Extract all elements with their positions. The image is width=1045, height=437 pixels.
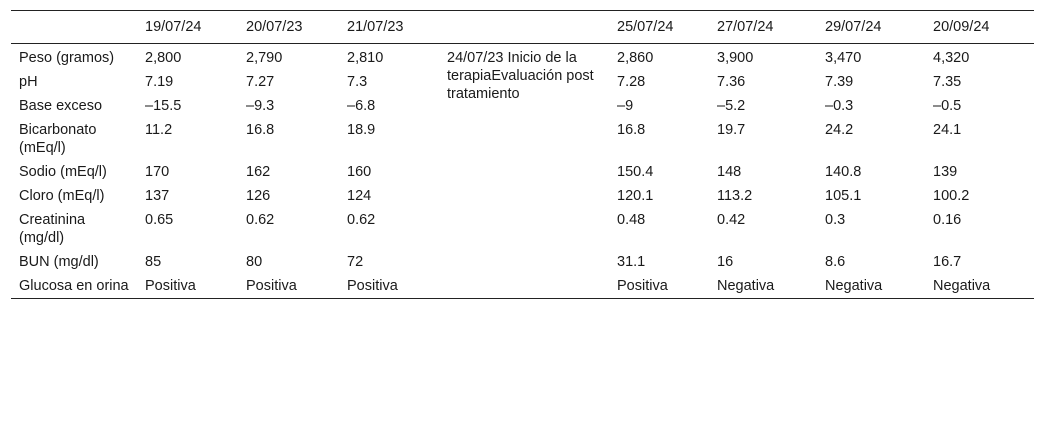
table-cell: –6.8 [347, 98, 376, 114]
table-cell: 160 [347, 164, 372, 180]
table-cell: 7.28 [617, 74, 646, 90]
table-cell: 72 [347, 254, 364, 270]
table-cell: 113.2 [717, 188, 753, 204]
row-label: BUN (mg/dl) [19, 254, 99, 270]
table-cell: 100.2 [933, 188, 970, 204]
table-row: BUN (mg/dl) 85 80 72 31.1 16 8.6 16.7 [11, 250, 1034, 274]
header-cell-date: 21/07/23 [347, 19, 404, 35]
table-cell: 16.8 [617, 122, 646, 138]
table-cell: Positiva [246, 278, 297, 294]
header-cell-date: 20/09/24 [933, 19, 990, 35]
table-cell: 0.65 [145, 212, 174, 228]
table-cell: 18.9 [347, 122, 376, 138]
header-cell-date: 29/07/24 [825, 19, 882, 35]
row-label: Peso (gramos) [19, 50, 115, 66]
table-cell: 0.3 [825, 212, 846, 228]
table-cell: 162 [246, 164, 271, 180]
table-cell: 150.4 [617, 164, 654, 180]
row-label: Bicarbonato (mEq/l) [19, 122, 97, 156]
table-row: Cloro (mEq/l) 137 126 124 120.1 113.2 105.1 100… [11, 184, 1034, 208]
table-cell: 3,470 [825, 50, 862, 66]
row-label: Cloro (mEq/l) [19, 188, 105, 204]
table-cell: 7.35 [933, 74, 962, 90]
table-cell: 0.42 [717, 212, 746, 228]
table-cell: 2,800 [145, 50, 182, 66]
table-body: Peso (gramos) 2,800 2,790 2,810 24/07/23 Ini… [11, 44, 1034, 299]
header-cell-date: 19/07/24 [145, 19, 202, 35]
row-label: Sodio (mEq/l) [19, 164, 107, 180]
row-label: pH [19, 74, 38, 90]
table-cell: 105.1 [825, 188, 862, 204]
table-cell: Positiva [145, 278, 196, 294]
table-cell: –0.3 [825, 98, 854, 114]
table-cell: 8.6 [825, 254, 846, 270]
table-cell: 7.3 [347, 74, 368, 90]
table-cell: –9.3 [246, 98, 275, 114]
table-cell: 120.1 [617, 188, 654, 204]
table-cell: 124 [347, 188, 372, 204]
header-cell-event [439, 11, 609, 44]
table-cell: 31.1 [617, 254, 646, 270]
table-row: Creatinina (mg/dl) 0.65 0.62 0.62 0.48 0.42 0.… [11, 208, 1034, 250]
header-cell-date: 25/07/24 [617, 19, 674, 35]
table-row: Sodio (mEq/l) 170 162 160 150.4 148 140.8 139 [11, 160, 1034, 184]
table-cell: –0.5 [933, 98, 962, 114]
table-cell: 0.16 [933, 212, 962, 228]
table-row: Peso (gramos) 2,800 2,790 2,810 24/07/23 Ini… [11, 44, 1034, 102]
table-cell: 0.62 [246, 212, 275, 228]
table-cell: Negativa [825, 278, 883, 294]
table-cell: 19.7 [717, 122, 746, 138]
table-cell: 11.2 [145, 122, 173, 138]
table-cell: Positiva [617, 278, 668, 294]
table-cell: 16 [717, 254, 734, 270]
table-row: Bicarbonato (mEq/l) 11.2 16.8 18.9 16.8 19.7 2… [11, 118, 1034, 160]
table-cell: 7.36 [717, 74, 746, 90]
table-cell: 148 [717, 164, 742, 180]
row-label: Glucosa en orina [19, 278, 129, 294]
table-row: Base exceso –15.5 –9.3 –6.8 –9 –5.2 –0.3 –0.5 [11, 94, 1034, 118]
table-cell: 126 [246, 188, 271, 204]
table-cell: 0.48 [617, 212, 646, 228]
table-cell: 16.7 [933, 254, 962, 270]
therapy-event-note: 24/07/23 Inicio de la terapiaEvaluación … [447, 50, 594, 102]
table-cell: 24.2 [825, 122, 854, 138]
table-cell: 7.19 [145, 74, 174, 90]
table-cell: –9 [617, 98, 634, 114]
table-cell: 85 [145, 254, 162, 270]
table-cell: –5.2 [717, 98, 746, 114]
header-cell-parameter [11, 11, 137, 44]
table-cell: Negativa [933, 278, 991, 294]
table-cell: 2,810 [347, 50, 384, 66]
table-cell: 4,320 [933, 50, 970, 66]
header-row: 19/07/24 20/07/23 21/07/23 25/07/24 27/0… [11, 10, 1034, 44]
table-cell: –15.5 [145, 98, 182, 114]
table-cell: 137 [145, 188, 170, 204]
table-header: 19/07/24 20/07/23 21/07/23 25/07/24 27/0… [11, 10, 1034, 44]
table-cell: 80 [246, 254, 263, 270]
table-cell: 7.27 [246, 74, 275, 90]
header-cell-date: 27/07/24 [717, 19, 774, 35]
table-cell: 24.1 [933, 122, 962, 138]
table-cell: Negativa [717, 278, 775, 294]
table-cell: 139 [933, 164, 958, 180]
table-cell: Positiva [347, 278, 398, 294]
table-cell: 2,860 [617, 50, 654, 66]
table-cell: 7.39 [825, 74, 854, 90]
row-label: Creatinina (mg/dl) [19, 212, 86, 246]
table-cell: 16.8 [246, 122, 275, 138]
table-cell: 2,790 [246, 50, 283, 66]
table-cell: 140.8 [825, 164, 862, 180]
table-cell: 170 [145, 164, 170, 180]
table-row: pH 7.19 7.27 7.3 7.28 7.36 7.39 7.35 [11, 70, 1034, 94]
header-cell-date: 20/07/23 [246, 19, 303, 35]
row-label: Base exceso [19, 98, 103, 114]
table-cell: 0.62 [347, 212, 376, 228]
table-cell: 3,900 [717, 50, 754, 66]
lab-results-table: 19/07/24 20/07/23 21/07/23 25/07/24 27/0… [11, 10, 1034, 299]
